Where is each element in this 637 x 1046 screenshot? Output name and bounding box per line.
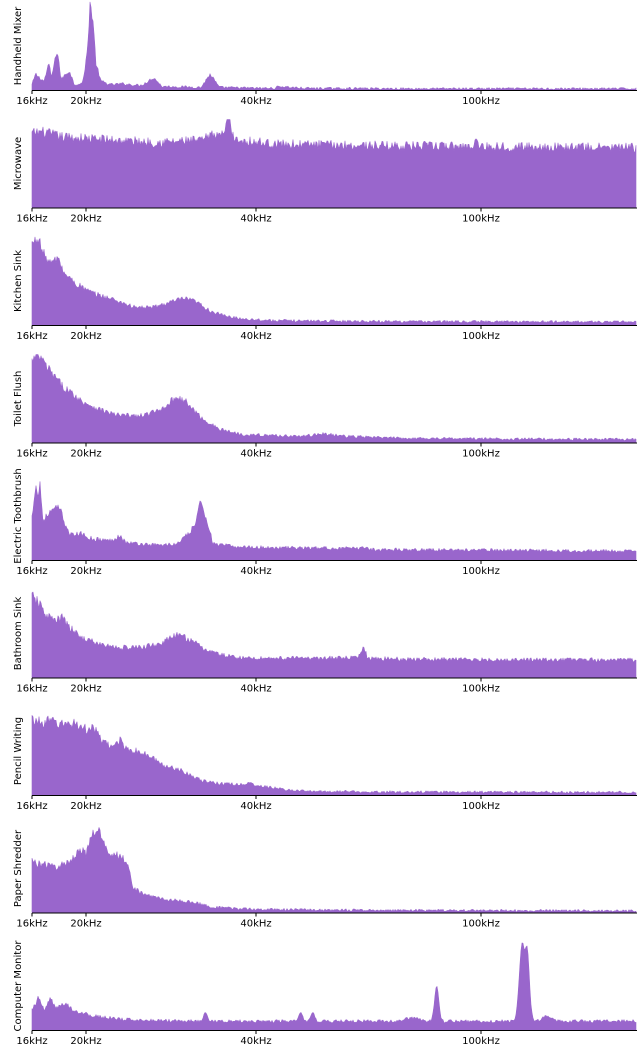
x-tick-label: 100kHz — [462, 214, 500, 225]
x-tick-label: 16kHz — [16, 1036, 47, 1046]
x-tick-label: 20kHz — [70, 1036, 101, 1046]
panel-4: 16kHz 20kHz 40kHz 100kHz Toilet Flush — [13, 354, 637, 460]
panel-ylabel: Toilet Flush — [13, 371, 24, 428]
x-tick-label: 20kHz — [70, 331, 101, 342]
x-tick-label: 40kHz — [240, 684, 271, 695]
x-tick-label: 20kHz — [70, 919, 101, 930]
panel-ylabel: Electric Toothbrush — [13, 468, 24, 563]
x-tick-label: 40kHz — [240, 214, 271, 225]
x-tick-label: 16kHz — [16, 96, 47, 107]
panel-5: 16kHz 20kHz 40kHz 100kHz Electric Toothbrush — [13, 468, 637, 577]
panel-ylabel: Microwave — [13, 137, 24, 190]
x-tick-label: 16kHz — [16, 214, 47, 225]
x-tick-label: 40kHz — [240, 1036, 271, 1046]
x-tick-label: 100kHz — [462, 684, 500, 695]
panel-ylabel: Handheld Mixer — [13, 6, 24, 85]
x-tick-label: 16kHz — [16, 331, 47, 342]
x-tick-label: 40kHz — [240, 96, 271, 107]
panel-6: 16kHz 20kHz 40kHz 100kHz Bathroom Sink — [13, 591, 637, 695]
x-tick-label: 40kHz — [240, 449, 271, 460]
x-tick-label: 40kHz — [240, 919, 271, 930]
spectrum-area — [31, 942, 637, 1031]
panel-7: 16kHz 20kHz 40kHz 100kHz Pencil Writing — [13, 715, 637, 812]
x-tick-label: 16kHz — [16, 801, 47, 812]
x-tick-label: 100kHz — [462, 331, 500, 342]
panel-2: 16kHz 20kHz 40kHz 100kHz Microwave — [13, 119, 637, 225]
panel-ylabel: Paper Shredder — [13, 829, 24, 907]
x-tick-label: 100kHz — [462, 96, 500, 107]
x-tick-label: 16kHz — [16, 566, 47, 577]
spectrum-area — [31, 481, 637, 561]
x-tick-label: 100kHz — [462, 801, 500, 812]
x-tick-label: 100kHz — [462, 1036, 500, 1046]
x-tick-label: 100kHz — [462, 566, 500, 577]
spectrum-area — [31, 1, 637, 91]
panel-3: 16kHz 20kHz 40kHz 100kHz Kitchen Sink — [13, 236, 637, 342]
spectrum-area — [31, 715, 637, 796]
x-tick-label: 20kHz — [70, 449, 101, 460]
x-tick-label: 20kHz — [70, 684, 101, 695]
spectrum-area — [31, 354, 637, 443]
panel-ylabel: Bathroom Sink — [13, 597, 24, 671]
panel-ylabel: Kitchen Sink — [13, 250, 24, 312]
spectrum-area — [31, 119, 637, 208]
x-tick-label: 16kHz — [16, 449, 47, 460]
spectrum-area — [31, 591, 637, 678]
x-tick-label: 40kHz — [240, 566, 271, 577]
x-tick-label: 100kHz — [462, 449, 500, 460]
x-tick-label: 20kHz — [70, 566, 101, 577]
spectrum-area — [31, 236, 637, 326]
x-tick-label: 20kHz — [70, 96, 101, 107]
x-tick-label: 100kHz — [462, 919, 500, 930]
x-tick-label: 16kHz — [16, 684, 47, 695]
panel-8: 16kHz 20kHz 40kHz 100kHz Paper Shredder — [13, 827, 637, 930]
x-tick-label: 40kHz — [240, 801, 271, 812]
panel-ylabel: Pencil Writing — [13, 717, 24, 785]
x-tick-label: 20kHz — [70, 214, 101, 225]
panel-ylabel: Computer Monitor — [13, 940, 24, 1032]
spectrum-area — [31, 827, 637, 913]
panel-9: 16kHz 20kHz 40kHz 100kHz Computer Monitor — [13, 940, 637, 1046]
x-tick-label: 16kHz — [16, 919, 47, 930]
x-tick-label: 40kHz — [240, 331, 271, 342]
x-tick-label: 20kHz — [70, 801, 101, 812]
panel-1: 16kHz 20kHz 40kHz 100kHz Handheld Mixer — [13, 1, 637, 107]
